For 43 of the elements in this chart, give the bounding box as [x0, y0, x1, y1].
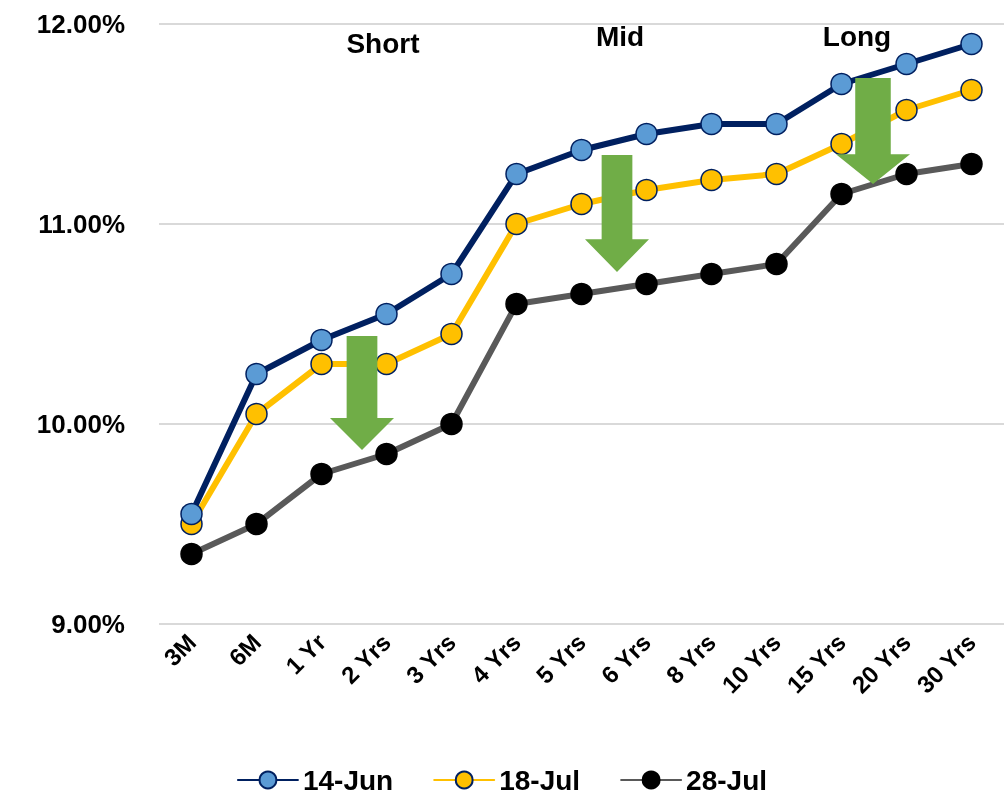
legend-label: 18-Jul: [499, 764, 581, 796]
point: [830, 72, 853, 96]
x-tick-label: 5 Yrs: [530, 628, 592, 689]
point: [700, 168, 723, 192]
point: [635, 178, 658, 202]
point: [960, 32, 983, 56]
point: [960, 78, 983, 102]
point: [375, 302, 398, 326]
point: [375, 352, 398, 376]
y-tick-label: 10.00%: [36, 409, 125, 439]
x-tick-label: 3M: [158, 628, 202, 672]
point: [570, 192, 593, 216]
x-tick-label: 1 Yr: [280, 628, 332, 680]
point: [505, 212, 528, 236]
point: [765, 162, 788, 186]
annotation: Long: [822, 21, 892, 53]
annotation: Short: [346, 28, 420, 60]
point: [245, 362, 268, 386]
legend-label: 28-Jul: [686, 764, 768, 796]
point: [505, 162, 528, 186]
point: [440, 262, 463, 286]
point: [180, 502, 203, 526]
annotation: Mid: [595, 21, 645, 53]
legend-label: 14-Jun: [302, 764, 394, 796]
point: [570, 138, 593, 162]
point: [310, 328, 333, 352]
x-tick-label: 2 Yrs: [335, 628, 397, 689]
point: [765, 112, 788, 136]
point: [310, 352, 333, 376]
point: [895, 52, 918, 76]
y-tick-label: 11.00%: [38, 209, 125, 239]
x-tick-label: 4 Yrs: [465, 628, 527, 689]
point: [635, 122, 658, 146]
point: [440, 322, 463, 346]
x-tick-label: 6M: [223, 628, 267, 672]
point: [700, 112, 723, 136]
y-tick-label: 9.00%: [51, 609, 125, 639]
point: [895, 98, 918, 122]
point: [830, 132, 853, 156]
point: [245, 402, 268, 426]
y-tick-label: 12.00%: [36, 9, 125, 39]
x-tick-label: 6 Yrs: [595, 628, 657, 689]
x-tick-label: 3 Yrs: [400, 628, 462, 689]
